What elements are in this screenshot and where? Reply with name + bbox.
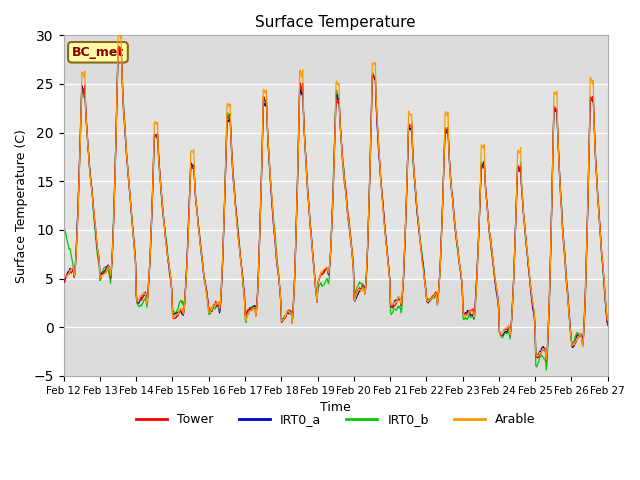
Arable bbox=[182, 288, 189, 294]
Tower bbox=[60, 278, 67, 284]
IRT0_b bbox=[543, 367, 550, 373]
IRT0_b bbox=[115, 39, 123, 45]
Tower bbox=[403, 200, 410, 205]
Legend: Tower, IRT0_a, IRT0_b, Arable: Tower, IRT0_a, IRT0_b, Arable bbox=[131, 408, 540, 431]
Bar bbox=[63, 84, 607, 278]
IRT0_a bbox=[126, 195, 134, 201]
Tower bbox=[126, 196, 134, 202]
IRT0_b bbox=[70, 266, 77, 272]
IRT0_b bbox=[403, 198, 410, 204]
Line: Arable: Arable bbox=[63, 36, 607, 360]
Line: IRT0_a: IRT0_a bbox=[63, 49, 607, 360]
IRT0_a bbox=[182, 288, 189, 293]
Tower bbox=[211, 301, 218, 307]
Arable bbox=[60, 271, 67, 276]
Arable bbox=[70, 266, 77, 272]
Tower bbox=[182, 287, 189, 293]
Tower bbox=[543, 358, 550, 364]
IRT0_b bbox=[211, 305, 218, 311]
Tower bbox=[115, 43, 123, 49]
Title: Surface Temperature: Surface Temperature bbox=[255, 15, 416, 30]
IRT0_a bbox=[419, 256, 426, 262]
IRT0_a bbox=[70, 267, 77, 273]
Arable bbox=[419, 260, 426, 266]
IRT0_b bbox=[604, 320, 611, 326]
Arable bbox=[211, 302, 218, 308]
IRT0_b bbox=[182, 286, 189, 291]
IRT0_a bbox=[543, 357, 550, 363]
IRT0_a bbox=[60, 279, 67, 285]
IRT0_a bbox=[115, 46, 123, 52]
Line: IRT0_b: IRT0_b bbox=[63, 42, 607, 370]
Arable bbox=[543, 357, 550, 362]
Tower bbox=[604, 322, 611, 328]
IRT0_b bbox=[60, 220, 67, 226]
Arable bbox=[403, 197, 410, 203]
IRT0_a bbox=[604, 322, 611, 328]
IRT0_b bbox=[126, 195, 134, 201]
Arable bbox=[115, 33, 122, 38]
IRT0_b bbox=[419, 254, 426, 260]
Tower bbox=[70, 268, 77, 274]
Tower bbox=[419, 259, 426, 264]
Text: BC_met: BC_met bbox=[72, 46, 124, 59]
Y-axis label: Surface Temperature (C): Surface Temperature (C) bbox=[15, 129, 28, 283]
Arable bbox=[604, 317, 611, 323]
X-axis label: Time: Time bbox=[320, 401, 351, 414]
Arable bbox=[126, 194, 134, 200]
IRT0_a bbox=[403, 199, 410, 204]
Line: Tower: Tower bbox=[63, 46, 607, 361]
IRT0_a bbox=[211, 302, 218, 308]
